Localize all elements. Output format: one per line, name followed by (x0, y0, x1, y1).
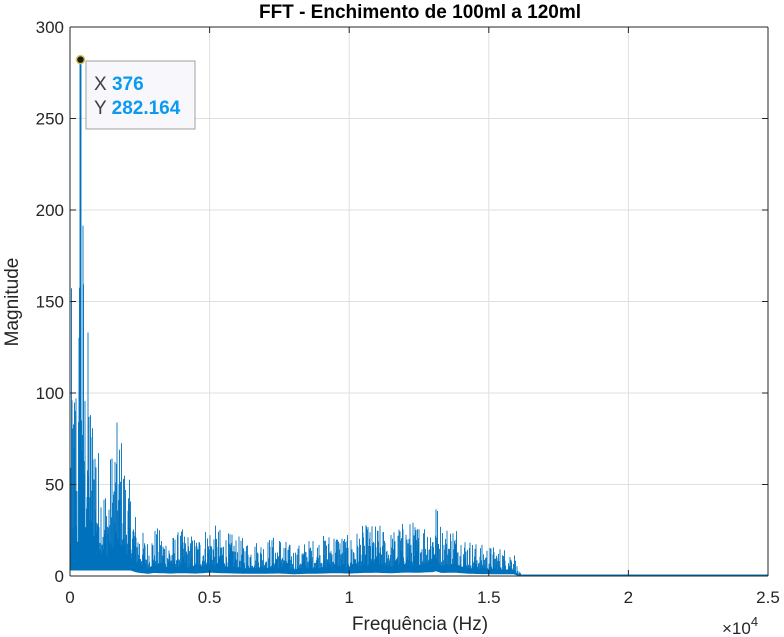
data-tip-y-value: 282.164 (112, 98, 181, 119)
y-tick-label: 150 (36, 293, 64, 312)
chart-title: FFT - Enchimento de 100ml a 120ml (259, 2, 581, 23)
y-tick-label: 100 (36, 384, 64, 403)
x-axis-label: Frequência (Hz) (352, 614, 488, 635)
x-ticks: 0 0.5 1 1.5 2 2.5 (65, 27, 780, 607)
x-exponent: ×104 (722, 614, 758, 637)
data-tip-box (85, 60, 196, 130)
y-tick-label: 0 (55, 567, 64, 586)
x-tick-label: 1.5 (477, 588, 501, 607)
data-tip[interactable]: X 376 Y 282.164 (85, 60, 196, 130)
data-tip-y: Y 282.164 (94, 98, 181, 119)
x-tick-label: 2.5 (756, 588, 780, 607)
y-tick-label: 50 (45, 476, 64, 495)
data-tip-x: X 376 (94, 74, 144, 95)
x-tick-label: 0 (65, 588, 74, 607)
y-axis-label: Magnitude (2, 258, 23, 347)
x-tick-label: 1 (344, 588, 353, 607)
y-tick-label: 200 (36, 201, 64, 220)
grid (70, 27, 768, 576)
fft-magnitude-line (69, 59, 769, 576)
data-tip-x-key: X (94, 74, 107, 95)
y-ticks: 0 50 100 150 200 250 300 (36, 18, 768, 586)
data-tip-marker[interactable] (75, 54, 86, 65)
data-tip-x-value: 376 (112, 74, 144, 95)
x-tick-label: 2 (624, 588, 633, 607)
x-exponent-power: 4 (751, 614, 758, 629)
x-exponent-base: ×10 (722, 619, 751, 637)
series-layer (69, 59, 769, 576)
data-tip-y-key: Y (94, 98, 107, 119)
x-tick-label: 0.5 (198, 588, 222, 607)
y-tick-label: 250 (36, 110, 64, 129)
y-tick-label: 300 (36, 18, 64, 37)
